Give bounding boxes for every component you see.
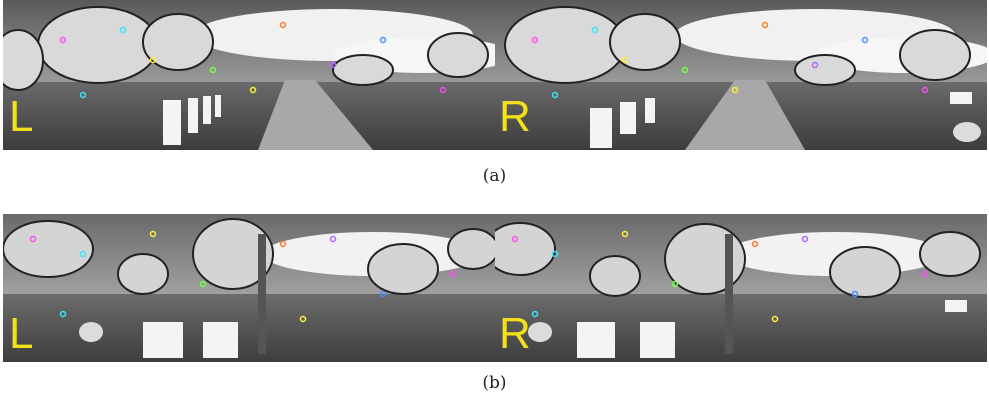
right-view-b: R: [495, 214, 987, 362]
fence: [143, 322, 238, 358]
rock: [528, 322, 552, 342]
scene-left-b: [3, 214, 495, 362]
rock: [79, 322, 103, 342]
right-view-a: R: [495, 0, 987, 150]
keypoints-circle-marker-icon: [29, 230, 457, 323]
eye-label-left-a: L: [9, 92, 34, 141]
eye-label-left-b: L: [9, 309, 34, 358]
scene-right-a: [495, 0, 987, 150]
left-view-b: L: [3, 214, 495, 362]
eye-label-right-a: R: [499, 92, 531, 141]
left-view-a: L: [3, 0, 495, 150]
fence: [577, 300, 967, 358]
trees: [3, 218, 495, 295]
fence: [590, 92, 972, 148]
caption-a: (a): [482, 166, 507, 186]
trees: [504, 6, 971, 86]
scene-right-b: [495, 214, 987, 362]
caption-b: (b): [482, 373, 507, 393]
tree-trunk: [258, 234, 266, 354]
fence: [163, 95, 221, 145]
eye-label-right-b: R: [499, 309, 531, 358]
rock: [953, 122, 981, 142]
stone-path: [258, 80, 373, 150]
stereo-pair-b: L: [0, 214, 989, 362]
tree-trunk: [725, 234, 733, 354]
stereo-pair-a: L: [0, 0, 989, 150]
stone-path: [685, 80, 805, 150]
keypoints-circle-marker-icon: [59, 21, 447, 99]
trees: [3, 6, 489, 91]
keypoints-circle-marker-icon: [531, 21, 929, 99]
scene-left-a: [3, 0, 495, 150]
keypoints-circle-marker-icon: [511, 230, 929, 323]
